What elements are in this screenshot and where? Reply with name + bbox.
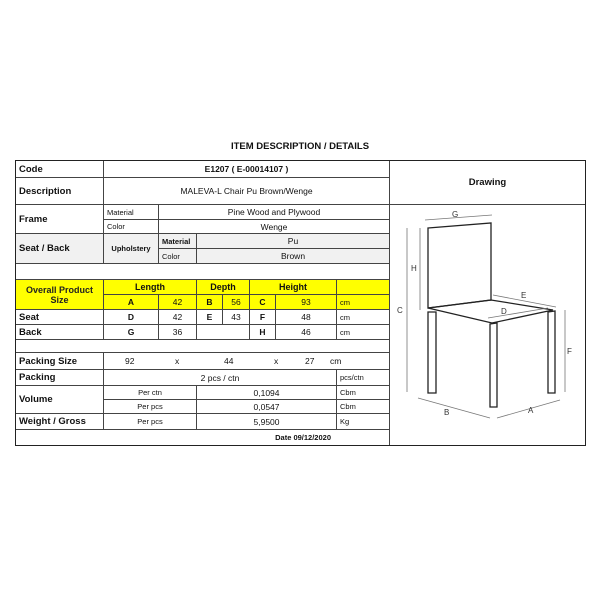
dim-label-h: H: [411, 264, 417, 273]
upholstery-label: Upholstery: [103, 233, 159, 264]
drawing-area: [389, 204, 586, 446]
chair-leg: [427, 311, 437, 394]
dimension-lines: [406, 214, 566, 419]
chair-leg: [489, 322, 498, 408]
page-title: ITEM DESCRIPTION / DETAILS: [230, 141, 370, 152]
packing-width: 44: [224, 356, 234, 366]
dim-label-f: F: [567, 347, 572, 356]
dim-label-a: A: [528, 406, 534, 415]
dim-label-b: B: [444, 408, 449, 417]
chair-seat: [427, 299, 554, 324]
description-value: MALEVA-L Chair Pu Brown/Wenge: [103, 177, 390, 205]
dim-label-d: D: [501, 307, 507, 316]
packing-size-unit: cm: [330, 356, 342, 366]
overall-label-line2: Size: [50, 294, 69, 305]
packing-x2: x: [274, 356, 279, 366]
volume-label: Volume: [15, 385, 104, 414]
overall-label-line1: Overall Product: [25, 284, 94, 295]
chair-leg: [547, 310, 556, 394]
dim-label-g: G: [452, 210, 458, 219]
packing-x1: x: [175, 356, 180, 366]
packing-length: 92: [125, 356, 135, 366]
dim-label-e: E: [521, 291, 526, 300]
packing-height: 27: [305, 356, 315, 366]
chair-back: [427, 222, 492, 309]
dim-label-c: C: [397, 306, 403, 315]
